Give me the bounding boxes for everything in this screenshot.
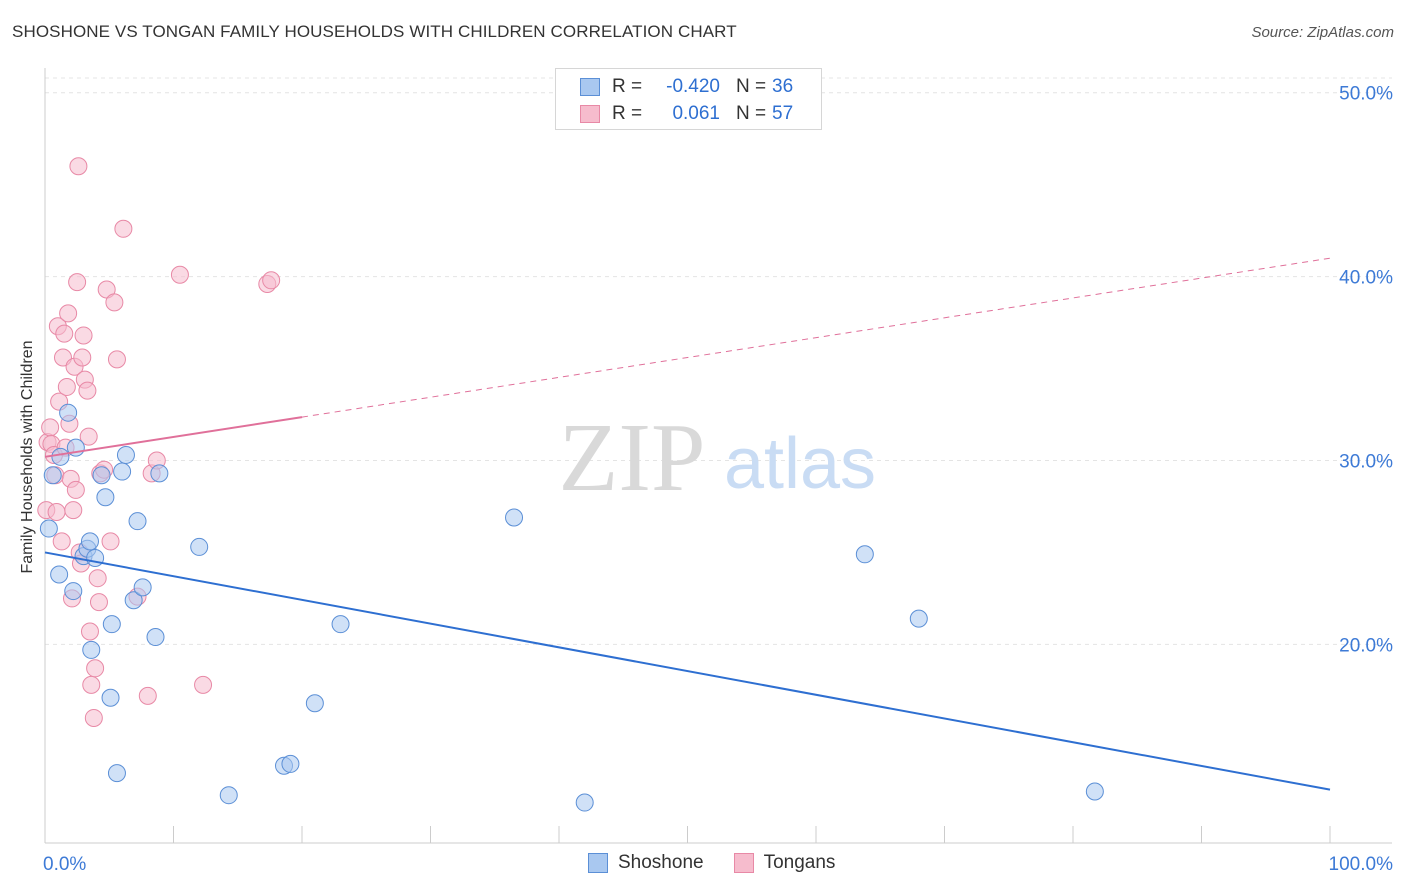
legend-item-tongans[interactable]: Tongans [734, 852, 836, 874]
shoshone-point [108, 765, 125, 782]
shoshone-point [147, 629, 164, 646]
watermark: ZIP atlas [559, 404, 877, 512]
legend-row-shoshone: R = -0.420 N = 36 [580, 75, 793, 99]
tongan-point [102, 533, 119, 550]
shoshone-point [117, 446, 134, 463]
correlation-legend: R = -0.420 N = 36 R = 0.061 N = 57 [555, 68, 822, 130]
tongan-point [83, 676, 100, 693]
shoshone-swatch [580, 78, 600, 96]
y-tick-label: 40.0% [1339, 268, 1393, 289]
x-tick-label: 100.0% [1329, 854, 1394, 875]
shoshone-point [306, 695, 323, 712]
tongan-point [69, 274, 86, 291]
tongan-point [139, 687, 156, 704]
shoshone-point [856, 546, 873, 563]
tongan-point [67, 481, 84, 498]
shoshone-trend-line [45, 552, 1330, 789]
shoshone-point [282, 755, 299, 772]
tongan-point [56, 325, 73, 342]
y-tick-label: 20.0% [1339, 635, 1393, 656]
shoshone-point [129, 513, 146, 530]
tongan-point [85, 709, 102, 726]
y-tick-label: 30.0% [1339, 452, 1393, 473]
n-value: 36 [772, 76, 793, 98]
r-label: R = [612, 76, 648, 98]
shoshone-point [97, 489, 114, 506]
tongan-point [81, 623, 98, 640]
tongan-point [65, 502, 82, 519]
series-legend: Shoshone Tongans [588, 852, 865, 874]
tongans-swatch [580, 105, 600, 123]
tongans-swatch [734, 853, 754, 873]
tongan-point [70, 158, 87, 175]
shoshone-point [1086, 783, 1103, 800]
legend-label: Tongans [764, 852, 836, 874]
shoshone-point [83, 641, 100, 658]
r-label: R = [612, 103, 648, 125]
n-value: 57 [772, 103, 793, 125]
shoshone-point [93, 467, 110, 484]
watermark-atlas: atlas [724, 424, 876, 504]
shoshone-point [576, 794, 593, 811]
tongan-point [53, 533, 70, 550]
shoshone-point [114, 463, 131, 480]
shoshone-point [910, 610, 927, 627]
watermark-zip: ZIP [559, 404, 706, 512]
shoshone-point [65, 583, 82, 600]
tongan-point [58, 378, 75, 395]
legend-label: Shoshone [618, 852, 704, 874]
shoshone-point [220, 787, 237, 804]
tongan-point [42, 419, 59, 436]
tongan-point [263, 272, 280, 289]
axes-layer [45, 68, 1392, 843]
tongan-point [195, 676, 212, 693]
n-label: N = [736, 103, 772, 125]
shoshone-point [40, 520, 57, 537]
shoshone-point [102, 689, 119, 706]
tongan-point [90, 594, 107, 611]
tongan-point [48, 503, 65, 520]
tongan-point [79, 382, 96, 399]
grid-layer [45, 78, 1392, 644]
x-tick-label: 0.0% [43, 854, 86, 875]
shoshone-point [151, 465, 168, 482]
tongan-point [108, 351, 125, 368]
n-label: N = [736, 76, 772, 98]
shoshone-point [81, 533, 98, 550]
shoshone-point [60, 404, 77, 421]
tongan-trend-line-dashed [302, 258, 1330, 417]
shoshone-point [51, 566, 68, 583]
shoshone-point [44, 467, 61, 484]
tongan-point [87, 660, 104, 677]
trend-layer [45, 258, 1330, 789]
tongan-point [60, 305, 77, 322]
r-value: 0.061 [648, 103, 720, 125]
shoshone-point [506, 509, 523, 526]
shoshone-point [103, 616, 120, 633]
tongan-point [106, 294, 123, 311]
shoshone-point [191, 538, 208, 555]
scatter-chart: ZIP atlas 20.0% 30.0% 40.0% 50.0% 0.0% 100.0% [0, 0, 1406, 892]
tongan-point [171, 266, 188, 283]
tongan-point [75, 327, 92, 344]
tongan-point [74, 349, 91, 366]
tick-labels: 20.0% 30.0% 40.0% 50.0% 0.0% 100.0% [43, 84, 1393, 875]
tongan-point [89, 570, 106, 587]
y-tick-label: 50.0% [1339, 84, 1393, 105]
legend-item-shoshone[interactable]: Shoshone [588, 852, 704, 874]
y-axis-label: Family Households with Children [19, 341, 37, 574]
shoshone-point [52, 448, 69, 465]
shoshone-swatch [588, 853, 608, 873]
legend-row-tongans: R = 0.061 N = 57 [580, 102, 793, 126]
r-value: -0.420 [648, 76, 720, 98]
shoshone-point [332, 616, 349, 633]
shoshone-point [134, 579, 151, 596]
tongan-point [115, 220, 132, 237]
shoshone-point [87, 549, 104, 566]
